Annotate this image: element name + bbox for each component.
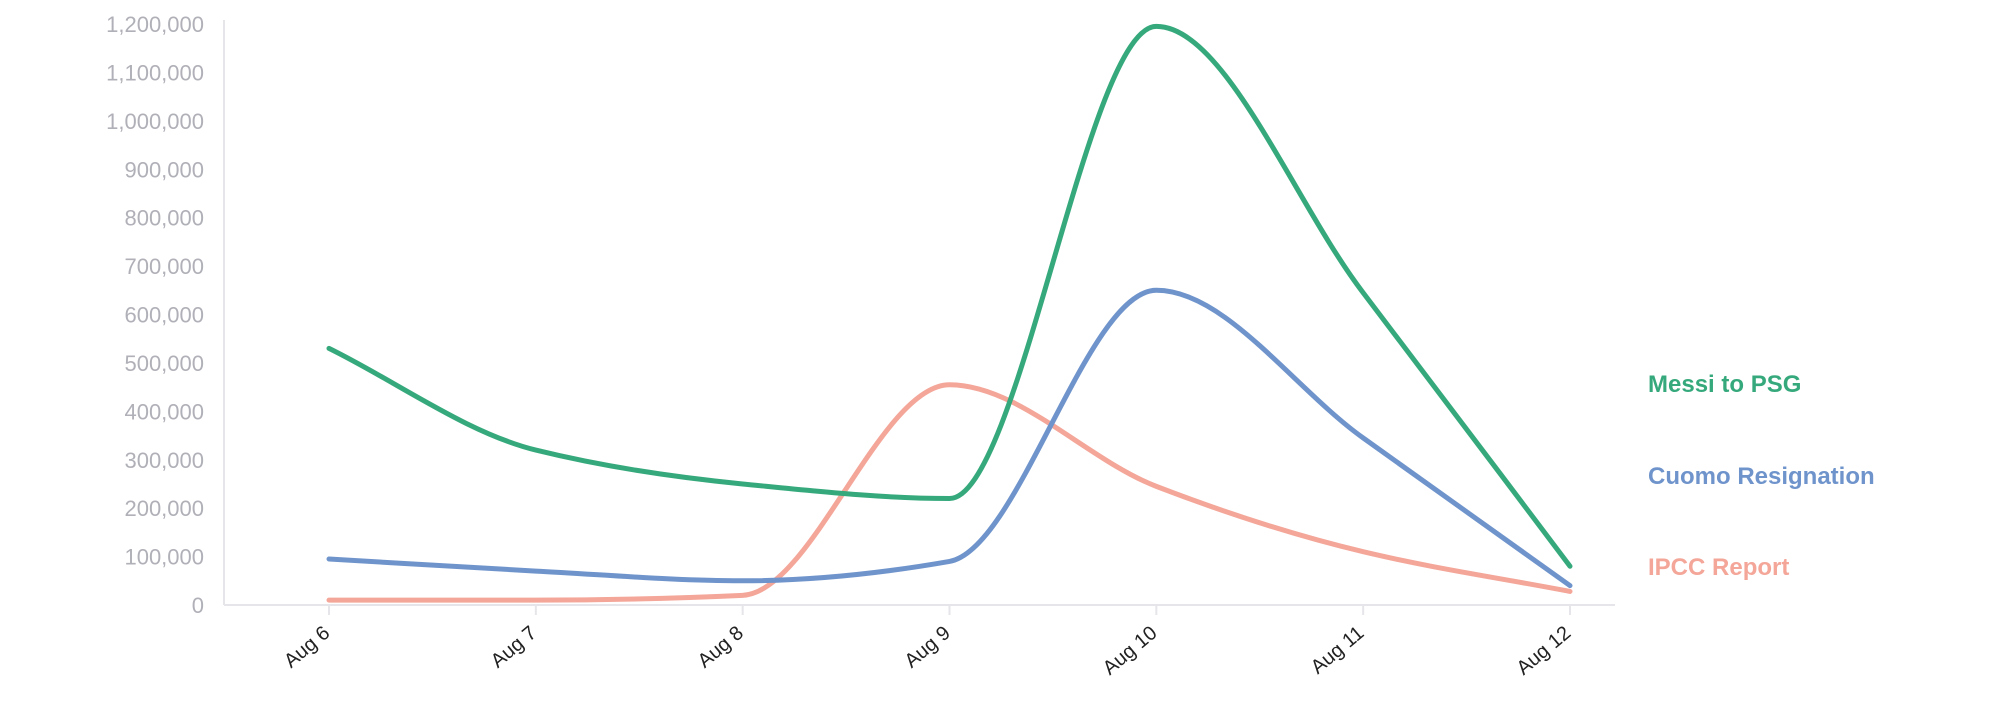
y-tick-label: 100,000 [124,545,204,570]
y-tick-label: 800,000 [124,206,204,231]
y-tick-label: 1,100,000 [106,60,204,85]
x-tick-label: Aug 6 [280,622,334,672]
series-label-ipcc-report: IPCC Report [1648,554,1789,581]
y-tick-label: 400,000 [124,399,204,424]
x-tick-label: Aug 11 [1307,622,1369,679]
y-tick-label: 700,000 [124,254,204,279]
y-tick-label: 300,000 [124,448,204,473]
x-axis-ticks: Aug 6 Aug 7 Aug 8 Aug 9 Aug 10 Aug 11 Aug 12 [280,605,1575,680]
x-tick-label: Aug 8 [694,622,748,672]
x-tick-label: Aug 10 [1099,622,1162,680]
series-lines [326,23,1573,603]
y-tick-label: 600,000 [124,303,204,328]
series-line-cuomo-resignation [326,287,1573,589]
axes [223,20,1615,606]
y-tick-label: 900,000 [124,157,204,182]
x-tick-label: Aug 9 [901,622,955,672]
y-tick-label: 1,200,000 [106,12,204,37]
series-line-ipcc-report [326,382,1573,603]
y-tick-label: 500,000 [124,351,204,376]
y-tick-label: 1,000,000 [106,109,204,134]
series-line-messi-to-psg [326,23,1573,569]
x-tick-label: Aug 7 [487,622,541,672]
y-tick-label: 0 [192,593,204,618]
y-axis-ticks: 0 100,000 200,000 300,000 400,000 500,000 600,… [106,12,204,618]
y-tick-label: 200,000 [124,496,204,521]
series-labels: Messi to PSG Cuomo Resignation IPCC Report [1648,371,1875,581]
series-label-messi-to-psg: Messi to PSG [1648,371,1801,398]
x-tick-label: Aug 12 [1513,622,1576,680]
series-label-cuomo-resignation: Cuomo Resignation [1648,463,1875,490]
